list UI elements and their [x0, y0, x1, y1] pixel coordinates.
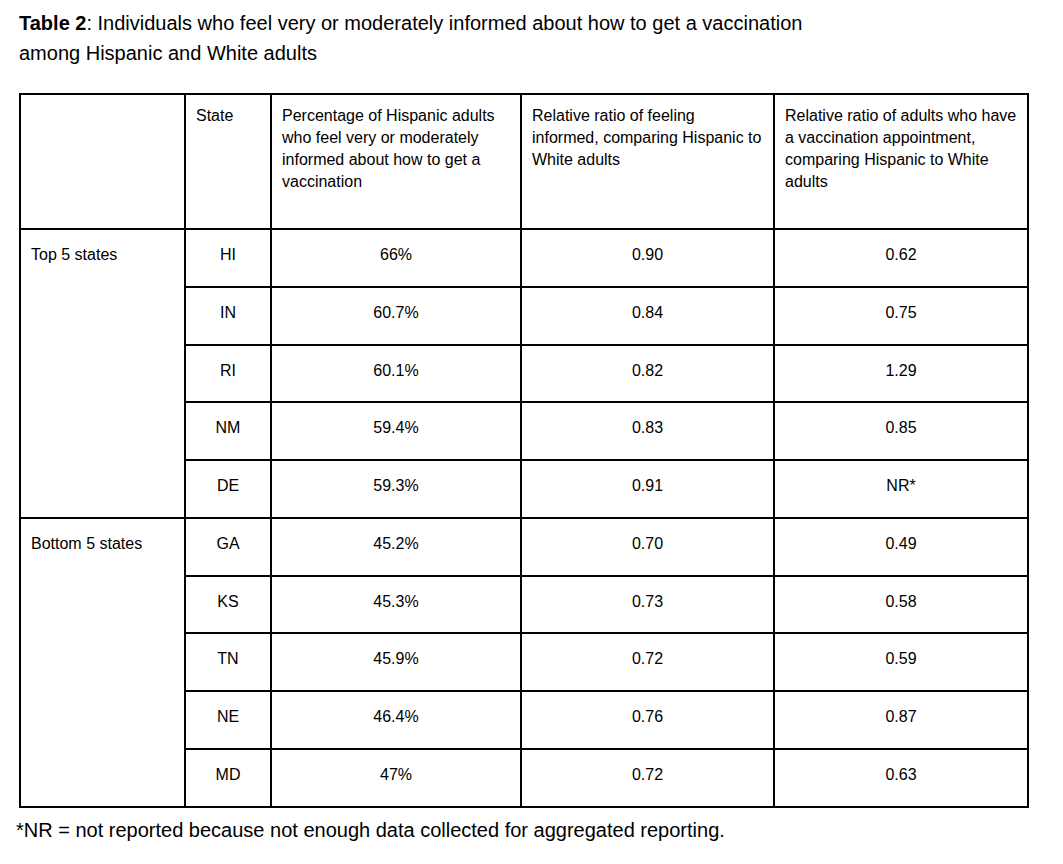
percentage-cell: 46.4%: [271, 691, 521, 749]
group-label-top5: Top 5 states: [20, 229, 185, 518]
ratio-informed-cell: 0.83: [521, 402, 774, 460]
ratio-appointment-cell: 0.59: [774, 633, 1028, 691]
title-text-line1: : Individuals who feel very or moderatel…: [86, 12, 802, 34]
ratio-appointment-cell: 1.29: [774, 345, 1028, 403]
ratio-appointment-cell: 0.75: [774, 287, 1028, 345]
document-page: Table 2: Individuals who feel very or mo…: [0, 0, 1063, 864]
state-cell: RI: [185, 345, 271, 403]
table-label: Table 2: [19, 12, 86, 34]
title-text-line2: among Hispanic and White adults: [19, 42, 317, 64]
state-cell: DE: [185, 460, 271, 518]
state-cell: TN: [185, 633, 271, 691]
state-cell: GA: [185, 518, 271, 576]
percentage-cell: 47%: [271, 749, 521, 807]
percentage-cell: 59.3%: [271, 460, 521, 518]
percentage-cell: 59.4%: [271, 402, 521, 460]
percentage-cell: 45.3%: [271, 576, 521, 634]
state-cell: HI: [185, 229, 271, 287]
percentage-cell: 60.7%: [271, 287, 521, 345]
ratio-appointment-cell: 0.87: [774, 691, 1028, 749]
ratio-appointment-cell: 0.63: [774, 749, 1028, 807]
ratio-appointment-cell: 0.58: [774, 576, 1028, 634]
ratio-informed-cell: 0.72: [521, 749, 774, 807]
state-cell: NM: [185, 402, 271, 460]
table-row: Top 5 states HI 66% 0.90 0.62: [20, 229, 1028, 287]
table-row: Bottom 5 states GA 45.2% 0.70 0.49: [20, 518, 1028, 576]
column-header-state: State: [185, 94, 271, 229]
ratio-informed-cell: 0.84: [521, 287, 774, 345]
ratio-appointment-cell: 0.49: [774, 518, 1028, 576]
state-cell: MD: [185, 749, 271, 807]
ratio-informed-cell: 0.91: [521, 460, 774, 518]
ratio-informed-cell: 0.73: [521, 576, 774, 634]
ratio-appointment-cell: 0.85: [774, 402, 1028, 460]
ratio-informed-cell: 0.82: [521, 345, 774, 403]
ratio-informed-cell: 0.90: [521, 229, 774, 287]
percentage-cell: 66%: [271, 229, 521, 287]
state-cell: KS: [185, 576, 271, 634]
page-title: Table 2: Individuals who feel very or mo…: [19, 8, 1063, 68]
ratio-informed-cell: 0.76: [521, 691, 774, 749]
state-cell: IN: [185, 287, 271, 345]
ratio-appointment-cell: NR*: [774, 460, 1028, 518]
percentage-cell: 45.9%: [271, 633, 521, 691]
group-label-bottom5: Bottom 5 states: [20, 518, 185, 807]
percentage-cell: 60.1%: [271, 345, 521, 403]
ratio-informed-cell: 0.72: [521, 633, 774, 691]
percentage-cell: 45.2%: [271, 518, 521, 576]
column-header-percentage: Percentage of Hispanic adults who feel v…: [271, 94, 521, 229]
column-header-ratio-informed: Relative ratio of feeling informed, comp…: [521, 94, 774, 229]
column-header-ratio-appointment: Relative ratio of adults who have a vacc…: [774, 94, 1028, 229]
state-cell: NE: [185, 691, 271, 749]
table-header-row: State Percentage of Hispanic adults who …: [20, 94, 1028, 229]
vaccination-info-table: State Percentage of Hispanic adults who …: [19, 93, 1029, 808]
column-header-group: [20, 94, 185, 229]
footnote: *NR = not reported because not enough da…: [16, 817, 1063, 843]
ratio-appointment-cell: 0.62: [774, 229, 1028, 287]
ratio-informed-cell: 0.70: [521, 518, 774, 576]
